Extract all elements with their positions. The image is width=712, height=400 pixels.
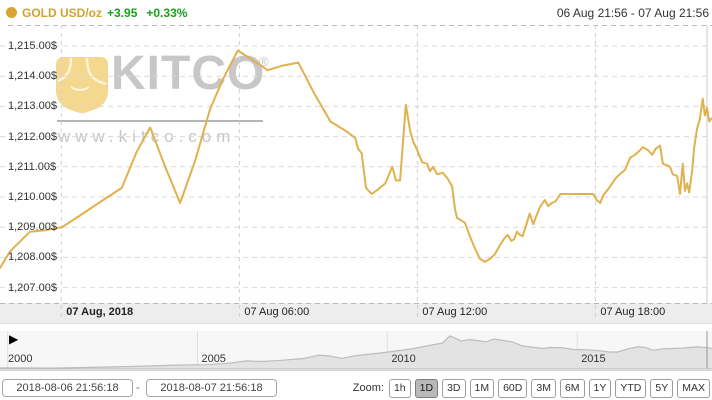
zoom-button-5y[interactable]: 5Y <box>650 379 674 398</box>
chart-header: GOLD USD/oz +3.95 +0.33% 06 Aug 21:56 - … <box>0 0 712 25</box>
symbol-label: GOLD USD/oz <box>22 5 102 20</box>
price-chart[interactable] <box>0 0 712 328</box>
zoom-label: Zoom: <box>352 382 384 395</box>
zoom-button-max[interactable]: MAX <box>677 379 710 398</box>
date-to-input[interactable] <box>146 379 277 397</box>
zoom-button-1d[interactable]: 1D <box>414 379 439 398</box>
zoom-button-6m[interactable]: 6M <box>559 379 585 398</box>
range-navigator[interactable] <box>0 328 712 370</box>
date-separator: - <box>136 382 140 394</box>
date-range-label: 06 Aug 21:56 - 07 Aug 21:56 <box>556 5 709 20</box>
change-percent: +0.33% <box>146 5 188 20</box>
zoom-button-1h[interactable]: 1h <box>388 379 411 398</box>
play-button[interactable]: ▶ <box>9 332 19 346</box>
zoom-button-1m[interactable]: 1M <box>469 379 495 398</box>
date-from-input[interactable] <box>2 379 133 397</box>
gold-series-dot-icon <box>6 7 17 18</box>
zoom-button-3d[interactable]: 3D <box>442 379 466 398</box>
zoom-button-3m[interactable]: 3M <box>531 379 556 398</box>
zoom-button-bar: Zoom: 1h 1D 3D 1M 60D 3M 6M 1Y YTD 5Y MAX <box>353 379 710 398</box>
zoom-button-60d[interactable]: 60D <box>498 379 528 398</box>
zoom-button-1y[interactable]: 1Y <box>588 379 612 398</box>
x-axis-band <box>0 303 712 324</box>
zoom-button-ytd[interactable]: YTD <box>615 379 647 398</box>
change-value: +3.95 <box>107 5 138 20</box>
